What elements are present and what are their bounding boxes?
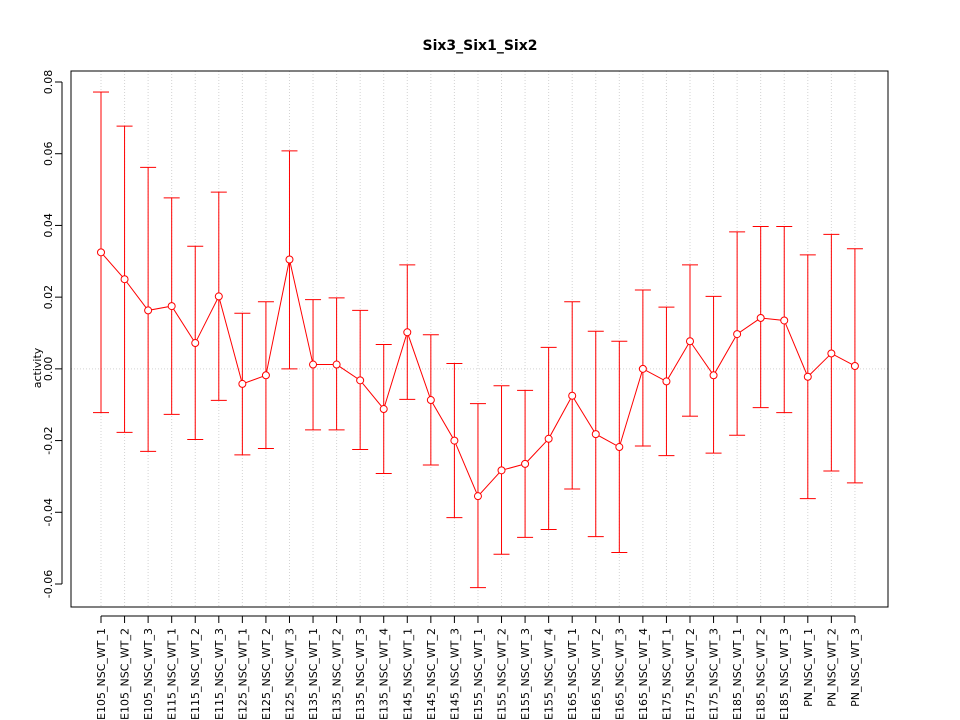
data-point <box>356 376 365 385</box>
data-points <box>97 248 859 501</box>
data-point <box>803 372 812 381</box>
x-tick-label: E175_NSC_WT_1 <box>660 628 673 720</box>
data-point <box>521 459 530 468</box>
x-tick-label: PN_NSC_WT_3 <box>849 628 862 707</box>
data-point <box>850 361 859 370</box>
data-point <box>426 396 435 405</box>
data-point <box>285 255 294 264</box>
x-tick-label: PN_NSC_WT_1 <box>802 628 815 707</box>
x-tick-label: E155_NSC_WT_2 <box>496 628 509 720</box>
data-point <box>450 436 459 445</box>
data-point <box>733 330 742 339</box>
x-tick-label: E175_NSC_WT_3 <box>708 628 721 720</box>
x-tick-label: E145_NSC_WT_2 <box>425 628 438 720</box>
x-tick-label: E155_NSC_WT_1 <box>472 628 485 720</box>
y-tick-label: -0.04 <box>42 498 55 526</box>
data-point <box>780 316 789 325</box>
x-tick-label: E135_NSC_WT_2 <box>331 628 344 720</box>
x-tick-label: E135_NSC_WT_1 <box>307 628 320 720</box>
x-tick-label: E155_NSC_WT_4 <box>543 628 556 720</box>
x-tick-label: E155_NSC_WT_3 <box>519 628 532 720</box>
data-point <box>497 466 506 475</box>
x-tick-label: E125_NSC_WT_2 <box>260 628 273 720</box>
data-point <box>332 360 341 369</box>
x-tick-label: E175_NSC_WT_2 <box>684 628 697 720</box>
y-tick-label: 0.08 <box>42 70 55 95</box>
x-tick-label: PN_NSC_WT_2 <box>825 628 838 707</box>
data-point <box>191 339 200 348</box>
y-tick-label: 0.02 <box>42 285 55 310</box>
x-tick-label: E125_NSC_WT_3 <box>283 628 296 720</box>
x-tick-label: E185_NSC_WT_3 <box>778 628 791 720</box>
y-tick-label: 0.06 <box>42 141 55 166</box>
data-point <box>238 379 247 388</box>
x-tick-label: E115_NSC_WT_2 <box>189 628 202 720</box>
data-point <box>309 360 318 369</box>
data-point <box>638 364 647 373</box>
data-point <box>709 371 718 380</box>
data-point <box>827 349 836 358</box>
x-tick-label: E105_NSC_WT_3 <box>142 628 155 720</box>
y-tick-label: 0.00 <box>42 357 55 382</box>
data-point <box>144 306 153 315</box>
data-point <box>544 434 553 443</box>
x-tick-label: E135_NSC_WT_3 <box>354 628 367 720</box>
y-axis-label: activity <box>31 347 44 388</box>
x-tick-label: E105_NSC_WT_2 <box>119 628 132 720</box>
x-tick-label: E185_NSC_WT_2 <box>755 628 768 720</box>
data-point <box>261 371 270 380</box>
data-point <box>686 337 694 346</box>
data-point <box>568 391 577 400</box>
y-tick-label: -0.06 <box>42 570 55 598</box>
x-tick-label: E105_NSC_WT_1 <box>95 628 108 720</box>
y-axis: -0.06 -0.04 -0.02 0.00 0.02 0.04 0.06 0.08 <box>42 70 63 598</box>
data-point <box>379 405 388 414</box>
x-tick-label: E185_NSC_WT_1 <box>731 628 744 720</box>
data-point <box>97 248 105 257</box>
chart-title: Six3_Six1_Six2 <box>423 38 538 54</box>
x-axis: E105_NSC_WT_1 E105_NSC_WT_2 E105_NSC_WT_3 E… <box>95 615 862 720</box>
x-tick-label: E125_NSC_WT_1 <box>236 628 249 720</box>
x-tick-label: E145_NSC_WT_3 <box>448 628 461 720</box>
y-tick-label: 0.04 <box>42 213 55 238</box>
data-point <box>120 275 129 284</box>
x-tick-label: E165_NSC_WT_2 <box>590 628 603 720</box>
data-point <box>167 302 176 311</box>
x-tick-label: E145_NSC_WT_1 <box>401 628 414 720</box>
error-bars <box>93 91 863 589</box>
data-point <box>214 292 223 301</box>
y-tick-label: -0.02 <box>42 426 55 454</box>
x-tick-label: E115_NSC_WT_3 <box>213 628 226 720</box>
x-tick-label: E165_NSC_WT_4 <box>637 628 650 720</box>
data-point <box>662 377 671 386</box>
x-tick-label: E115_NSC_WT_1 <box>166 628 179 720</box>
data-point <box>473 492 482 501</box>
x-tick-label: E135_NSC_WT_4 <box>378 628 391 720</box>
x-tick-label: E165_NSC_WT_1 <box>566 628 579 720</box>
data-point <box>403 328 412 337</box>
x-tick-label: E165_NSC_WT_3 <box>613 628 626 720</box>
data-point <box>756 313 765 322</box>
plot-frame <box>70 70 889 608</box>
data-point <box>591 430 600 439</box>
data-point <box>615 443 624 452</box>
